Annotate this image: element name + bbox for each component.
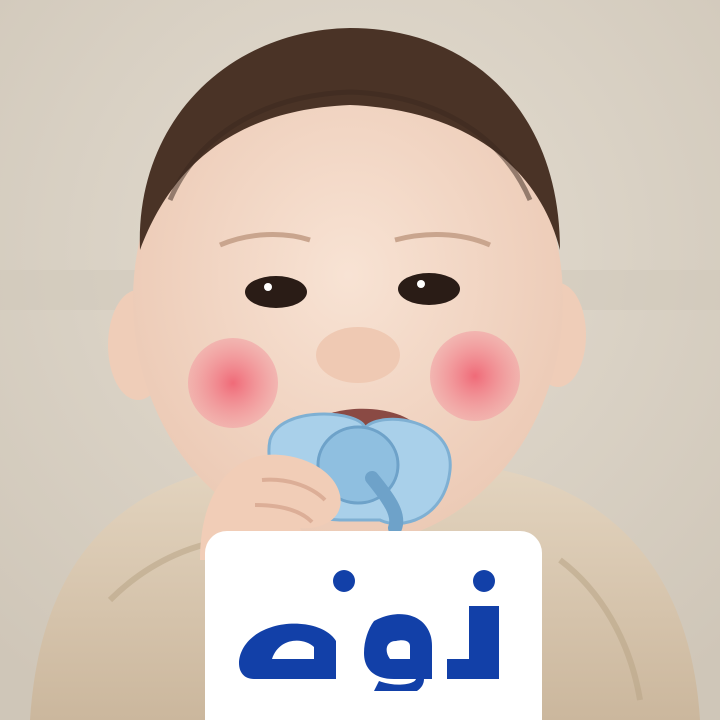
finger-line: [261, 477, 327, 502]
right-eye-glint: [417, 280, 425, 288]
hair-strand: [167, 89, 533, 201]
logo-card: [205, 531, 542, 720]
right-cheek: [430, 331, 520, 421]
pacifier-handle: [365, 471, 404, 535]
garment-fold: [558, 557, 643, 701]
right-eye: [398, 273, 460, 305]
left-eyebrow: [219, 232, 311, 248]
right-eyebrow: [394, 232, 491, 248]
brand-logo: [238, 569, 499, 691]
left-cheek: [188, 338, 278, 428]
left-eye-glint: [264, 283, 272, 291]
hair: [139, 28, 560, 250]
nose: [316, 327, 400, 383]
left-eye: [245, 276, 307, 308]
finger-line: [254, 503, 314, 524]
